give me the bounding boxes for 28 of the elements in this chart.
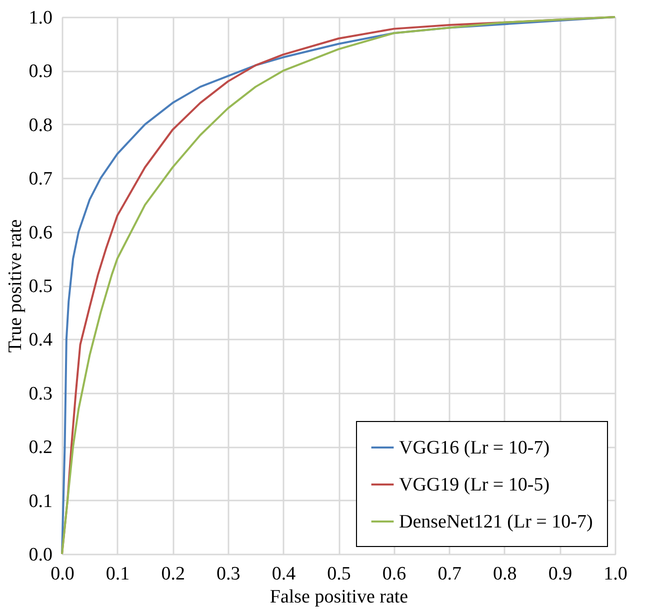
y-tick-label: 0.1 — [28, 490, 52, 512]
x-axis-title: False positive rate — [270, 586, 408, 608]
line-series — [61, 16, 616, 555]
x-tick-label: 0.6 — [382, 564, 406, 584]
y-tick-label: 0.0 — [28, 544, 52, 566]
y-tick-label: 0.6 — [28, 222, 52, 244]
y-tick-label: 1.0 — [28, 8, 52, 28]
y-tick-label: 0.9 — [28, 61, 52, 82]
x-tick-label: 0.3 — [216, 564, 240, 584]
y-tick-label: 0.7 — [28, 168, 52, 190]
y-tick-label: 0.8 — [28, 114, 52, 136]
y-tick-label: 0.5 — [28, 276, 52, 297]
y-tick-label: 0.3 — [28, 383, 52, 404]
legend-label: VGG19 (Lr = 10-5) — [399, 474, 550, 496]
x-tick-label: 0.7 — [438, 564, 462, 584]
x-tick-label: 0.8 — [493, 564, 517, 584]
x-tick-label: 0.4 — [272, 564, 296, 584]
x-tick-label: 1.0 — [604, 564, 628, 584]
y-tick-label: 0.4 — [28, 330, 53, 351]
legend-label: DenseNet121 (Lr = 10-7) — [399, 512, 593, 532]
legend-label: VGG16 (Lr = 10-7) — [399, 438, 550, 458]
y-axis-title: True positive rate — [4, 219, 26, 353]
x-tick-label: 0.1 — [106, 564, 130, 584]
x-tick-label: 0.5 — [327, 564, 351, 584]
x-tick-label: 0.0 — [50, 564, 74, 584]
x-tick-label: 0.2 — [161, 564, 185, 584]
x-tick-label: 0.9 — [548, 564, 572, 584]
y-tick-label: 0.2 — [28, 437, 52, 458]
